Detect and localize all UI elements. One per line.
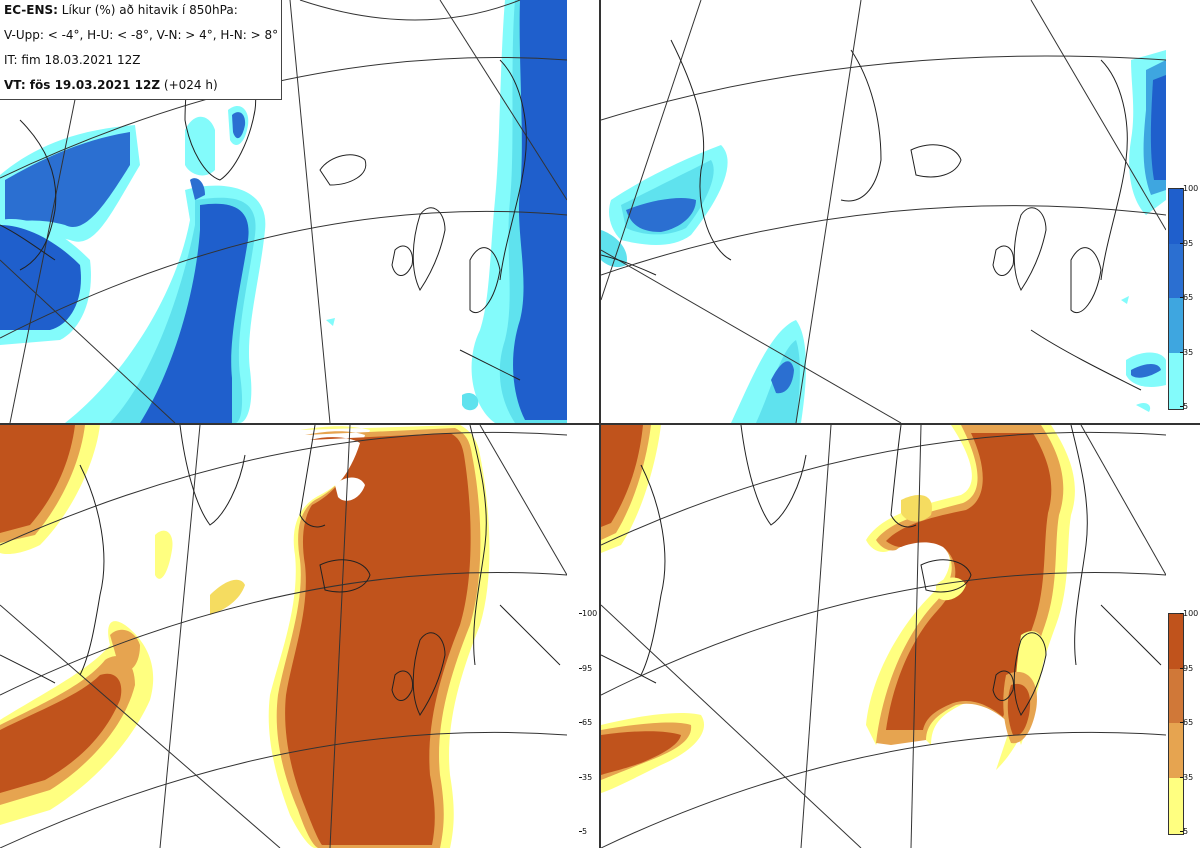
- probability-shading: [601, 425, 1075, 793]
- colorbar-br-tick-65: 65: [1179, 718, 1194, 727]
- graticule: [601, 0, 1166, 423]
- map-panel-top-right: [601, 0, 1166, 423]
- map-top-right: [601, 0, 1166, 423]
- legend-valid-time-line: VT: fös 19.03.2021 12Z (+024 h): [4, 79, 281, 104]
- colorbar-br-tick-35: 35: [1179, 773, 1194, 782]
- colorbar-tr-tick-5: 5: [1179, 402, 1189, 411]
- graticule: [0, 0, 567, 423]
- coastlines: [601, 39, 1142, 391]
- probability-shading: [0, 0, 567, 423]
- legend-thresholds: V-Upp: < -4°, H-U: < -8°, V-N: > 4°, H-N…: [4, 28, 279, 42]
- colorbar-tr-tick-100: 100: [1179, 184, 1199, 193]
- colorbar-top-right-frame: [1168, 188, 1184, 410]
- colorbar-br-tick-95: 95: [1179, 664, 1194, 673]
- colorbar-bl-tick-95: 95: [578, 664, 593, 673]
- coastlines: [0, 39, 527, 381]
- probability-shading: [601, 50, 1166, 423]
- colorbar-bl-tick-35: 35: [578, 773, 593, 782]
- colorbar-bl-tick-65: 65: [578, 718, 593, 727]
- colorbar-bottom-right: [1168, 613, 1184, 835]
- map-bottom-left: [0, 425, 567, 848]
- colorbar-tr-tick-35: 35: [1179, 348, 1194, 357]
- legend-initial-time: IT: fim 18.03.2021 12Z: [4, 53, 141, 67]
- legend-title: Líkur (%) að hitavik í 850hPa:: [57, 3, 238, 17]
- colorbar-bl-tick-5: 5: [578, 827, 588, 836]
- map-bottom-right: [601, 425, 1166, 848]
- colorbar-br-tick-5: 5: [1179, 827, 1189, 836]
- colorbar-br-tick-100: 100: [1179, 609, 1199, 618]
- panel-divider-vertical: [599, 0, 601, 848]
- model-name: EC-ENS:: [4, 3, 58, 17]
- colorbar-tr-tick-95: 95: [1179, 239, 1194, 248]
- legend-valid-time: VT: fös 19.03.2021 12Z: [4, 78, 161, 92]
- graticule: [0, 425, 567, 848]
- map-top-left: [0, 0, 567, 423]
- map-panel-bottom-right: [601, 425, 1166, 848]
- legend-title-line: EC-ENS: Líkur (%) að hitavik í 850hPa:: [4, 4, 281, 29]
- colorbar-tr-tick-65: 65: [1179, 293, 1194, 302]
- coastlines: [0, 425, 561, 716]
- legend-lead-time: (+024 h): [160, 78, 218, 92]
- coastlines: [601, 425, 1162, 716]
- map-panel-top-left: 100 95 65 35 5: [0, 0, 567, 423]
- probability-shading: [0, 425, 490, 848]
- colorbar-bl-tick-100: 100: [578, 609, 598, 618]
- map-panel-bottom-left: [0, 425, 567, 848]
- map-legend-box: EC-ENS: Líkur (%) að hitavik í 850hPa: V…: [0, 0, 282, 100]
- graticule: [601, 425, 1166, 848]
